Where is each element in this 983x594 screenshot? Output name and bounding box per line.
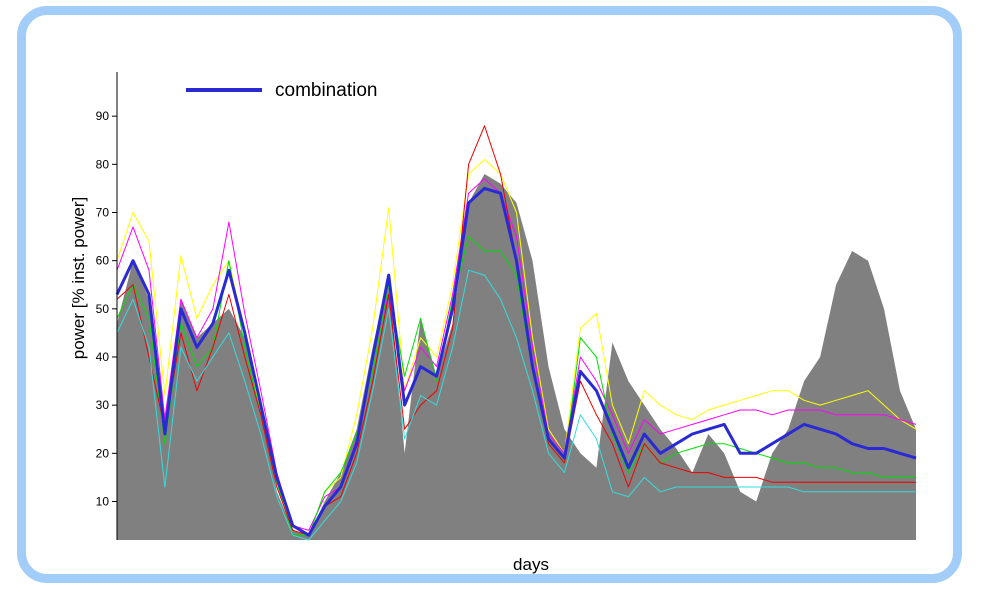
area-series: [117, 174, 916, 540]
y-tick-label: 60: [96, 254, 110, 268]
x-axis-title: days: [513, 555, 549, 574]
y-tick-label: 80: [96, 157, 110, 171]
series-line-combination: [115, 186, 917, 537]
y-tick-label: 50: [96, 302, 110, 316]
y-tick-label: 40: [96, 350, 110, 364]
legend: combination: [186, 80, 377, 101]
series-line-2: [116, 178, 917, 531]
series-line-5: [116, 269, 916, 541]
area-layer: [117, 174, 916, 540]
y-tick-label: 90: [96, 109, 110, 123]
series-line-3: [116, 236, 916, 536]
y-tick-label: 10: [96, 494, 110, 508]
y-tick-label: 20: [96, 446, 110, 460]
series-layer: [115, 125, 917, 541]
y-tick-label: 70: [96, 205, 110, 219]
y-axis-title: power [% inst. power]: [69, 197, 88, 360]
y-tick-label: 30: [96, 398, 110, 412]
legend-label-combination: combination: [275, 80, 377, 101]
y-ticks: 10 20 30 40 50 60 70 80 90: [96, 109, 117, 508]
